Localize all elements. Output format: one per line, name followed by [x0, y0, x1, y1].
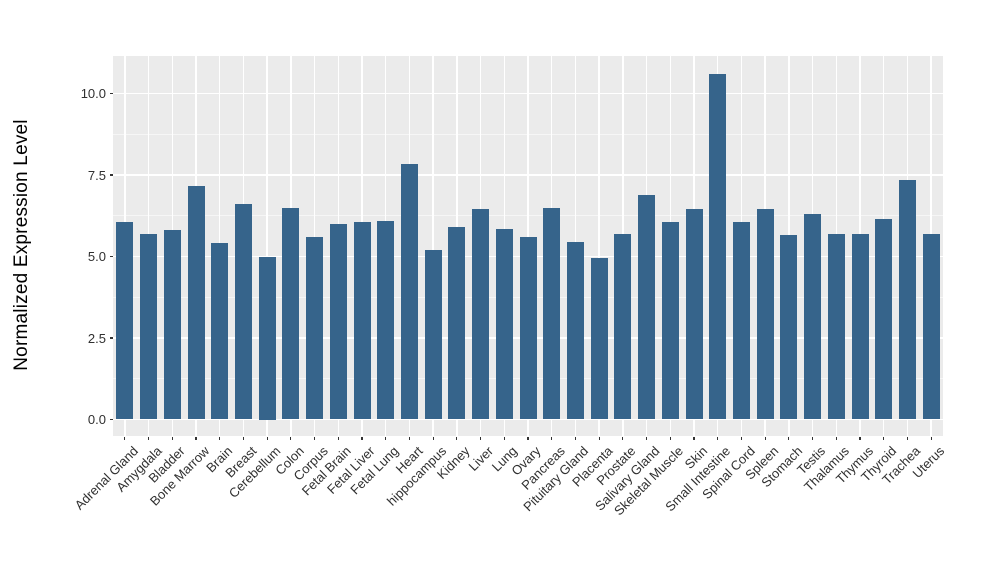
x-tick-mark [906, 437, 909, 440]
x-tick-mark [645, 437, 648, 440]
x-tick-mark [195, 437, 197, 440]
bar-brain [211, 243, 229, 420]
bar-skin [685, 209, 703, 420]
bar-spinal-cord [732, 222, 750, 420]
bar-thyroid [875, 219, 893, 420]
bar-fetal-liver [353, 222, 371, 420]
bar-uterus [922, 233, 940, 420]
bar-trachea [898, 179, 916, 420]
x-tick-mark [385, 437, 387, 440]
bar-pancreas [543, 207, 561, 420]
x-tick-mark [527, 437, 529, 440]
x-tick-mark [764, 437, 766, 440]
bar-colon [282, 207, 300, 420]
bar-bladder [163, 230, 181, 420]
y-tick-label: 2.5 [87, 330, 106, 346]
x-tick-mark [574, 437, 577, 440]
bar-fetal-brain [329, 223, 347, 420]
bar-pituitary-gland [566, 241, 584, 420]
gridline-vertical [598, 56, 600, 436]
bar-corpus [306, 236, 324, 420]
gridline-vertical [266, 56, 268, 436]
x-tick-mark [361, 437, 363, 440]
x-tick-mark [669, 437, 671, 440]
x-tick-mark [337, 437, 339, 440]
y-tick-label: 10.0 [80, 86, 106, 101]
x-tick-mark [835, 437, 837, 440]
y-axis-title-text: Normalized Expression Level [11, 119, 32, 371]
x-tick-mark [717, 437, 719, 440]
bar-testis [804, 214, 822, 420]
bar-small-intestine [709, 73, 727, 420]
x-tick-mark [598, 437, 600, 440]
bar-thalamus [827, 233, 845, 420]
bar-hippocampus [424, 249, 442, 420]
x-tick-mark [242, 437, 245, 440]
bar-cerebellum [258, 256, 276, 420]
bar-prostate [614, 233, 632, 420]
bar-amygdala [140, 233, 158, 420]
y-tick-mark [110, 337, 113, 339]
x-tick-mark [171, 437, 173, 440]
bar-stomach [780, 235, 798, 420]
bar-placenta [590, 258, 608, 420]
y-tick-mark [110, 255, 113, 258]
y-tick-label: 0.0 [87, 412, 106, 427]
x-tick-mark [740, 437, 743, 440]
x-tick-mark [147, 437, 150, 440]
x-tick-mark [432, 437, 434, 440]
x-tick-mark [930, 437, 932, 440]
x-tick-mark [859, 437, 861, 440]
bar-ovary [519, 236, 537, 420]
bar-heart [400, 163, 418, 420]
bar-thymus [851, 233, 869, 420]
y-tick-label: 7.5 [87, 167, 106, 183]
bar-adrenal-gland [116, 222, 134, 420]
x-tick-mark [811, 437, 814, 440]
x-tick-mark [479, 437, 482, 440]
x-tick-mark [124, 437, 126, 440]
plot-panel [113, 56, 943, 436]
bar-breast [234, 204, 252, 420]
gridline-vertical [432, 56, 434, 436]
y-tick-mark [110, 174, 113, 176]
x-tick-mark [290, 437, 292, 440]
x-tick-mark [219, 437, 221, 440]
bar-lung [495, 228, 513, 420]
x-tick-mark [408, 437, 411, 440]
bar-skeletal-muscle [661, 222, 679, 420]
bar-salivary-gland [638, 194, 656, 420]
bar-liver [472, 209, 490, 420]
y-tick-label: 5.0 [87, 249, 106, 264]
x-tick-mark [266, 437, 268, 440]
y-tick-mark [110, 92, 113, 95]
bar-fetal-lung [377, 220, 395, 420]
x-tick-mark [313, 437, 316, 440]
x-tick-mark [456, 437, 458, 440]
bar-spleen [756, 209, 774, 420]
x-tick-mark [693, 437, 695, 440]
x-tick-mark [622, 437, 624, 440]
x-tick-mark [788, 437, 790, 440]
x-tick-mark [503, 437, 505, 440]
bar-bone-marrow [187, 186, 205, 420]
y-tick-mark [110, 418, 113, 421]
bar-kidney [448, 227, 466, 420]
x-tick-mark [883, 437, 885, 440]
x-tick-mark [551, 437, 553, 440]
